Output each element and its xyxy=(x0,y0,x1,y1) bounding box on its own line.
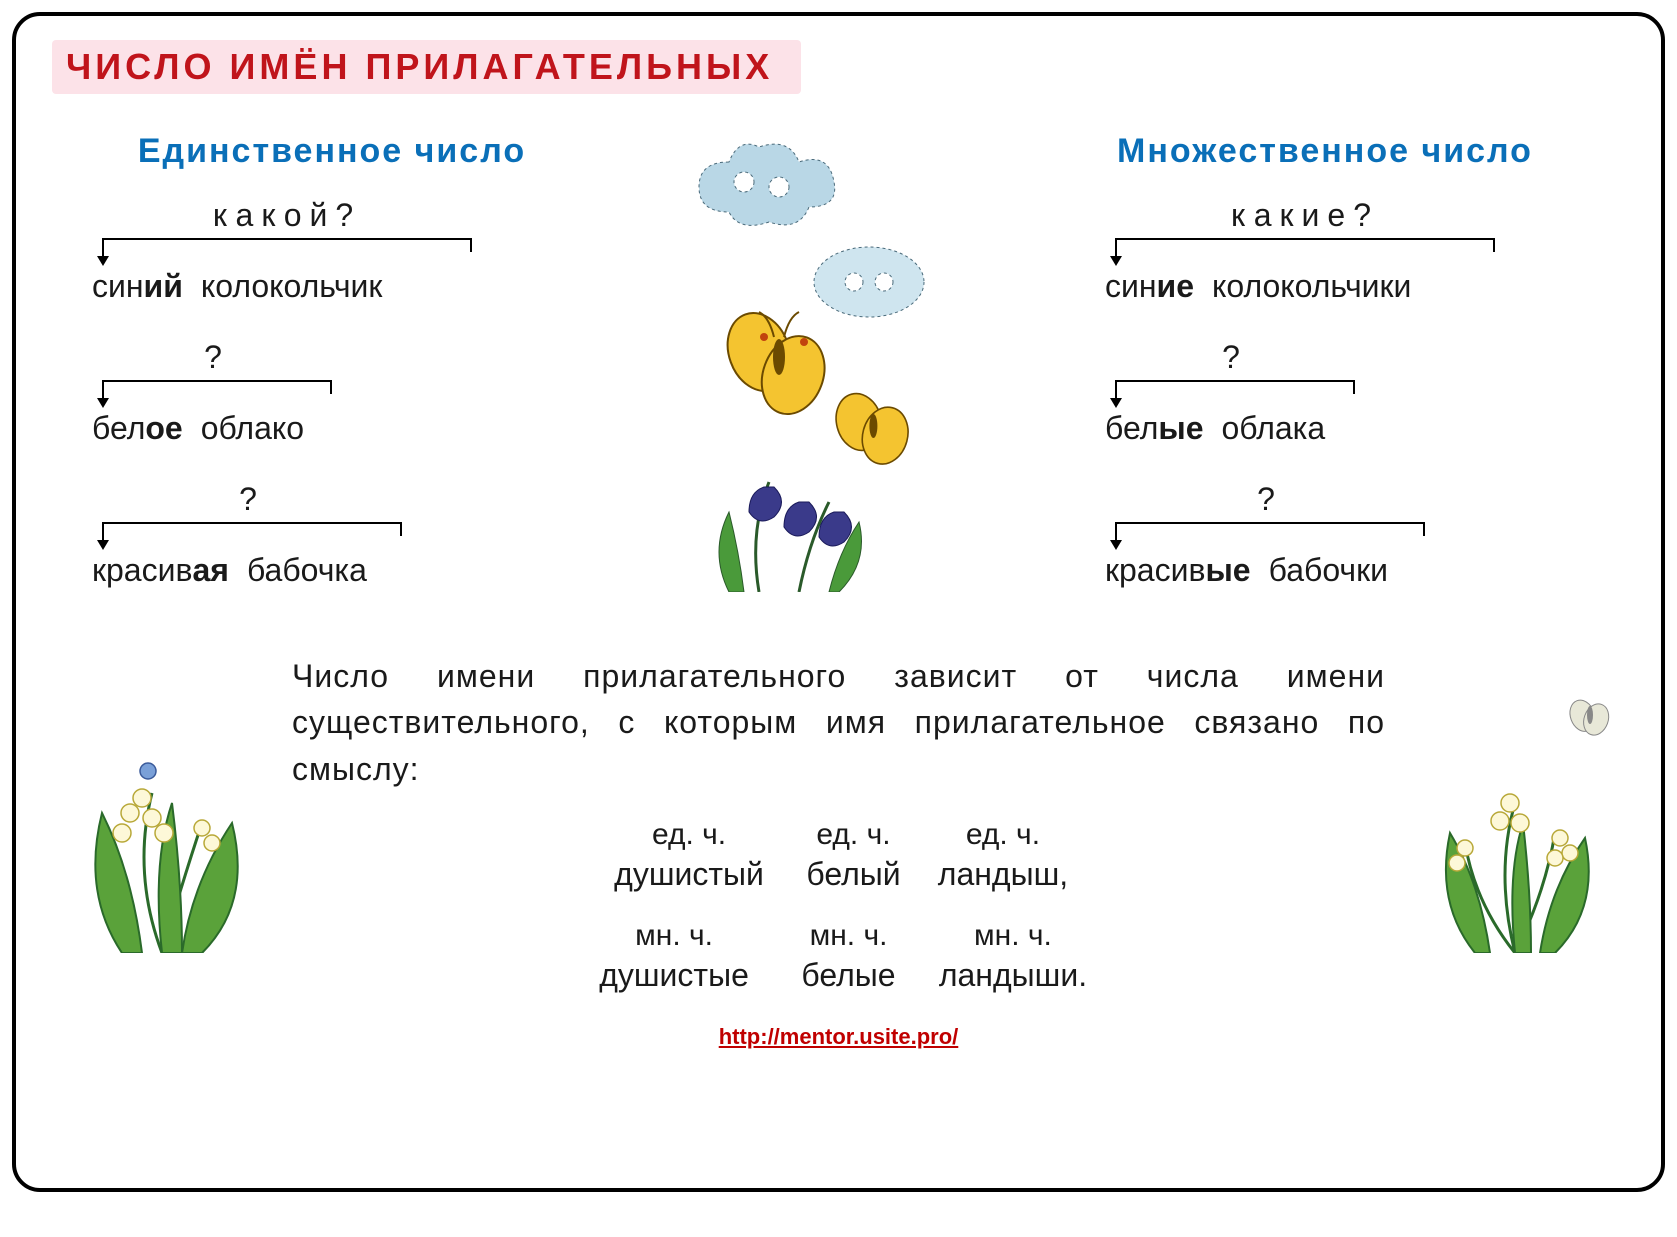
left-plant-illustration xyxy=(52,653,272,953)
page-title: ЧИСЛО ИМЁН ПРИЛАГАТЕЛЬНЫХ xyxy=(52,40,801,94)
singular-examples: какой? синийколокольчик ? белоеоблако ? xyxy=(92,197,612,589)
phrase: красиваябабочка xyxy=(92,552,612,589)
question-word: ? xyxy=(102,339,332,376)
bracket-icon xyxy=(1115,238,1495,264)
footer-link: http://mentor.usite.pro/ xyxy=(52,1024,1625,1050)
right-plant-illustration xyxy=(1405,653,1625,953)
question-word: ? xyxy=(1115,339,1355,376)
singular-column: Единственное число какой? синийколокольч… xyxy=(52,122,612,623)
bracket-icon xyxy=(102,522,402,548)
bracket-icon xyxy=(102,238,472,264)
page-frame: ЧИСЛО ИМЁН ПРИЛАГАТЕЛЬНЫХ Единственное ч… xyxy=(12,12,1665,1192)
lily-of-the-valley-icon xyxy=(52,653,272,953)
phrase: красивыебабочки xyxy=(1105,552,1625,589)
bracket-icon xyxy=(1115,380,1355,406)
center-illustration xyxy=(632,122,1005,592)
rule-text: Число имени прилагательного зависит от ч… xyxy=(292,653,1385,792)
question-word: ? xyxy=(102,481,402,518)
phrase: синийколокольчик xyxy=(92,268,612,305)
examples-columns: Единственное число какой? синийколокольч… xyxy=(52,122,1625,623)
plural-heading: Множественное число xyxy=(1025,132,1625,171)
source-link[interactable]: http://mentor.usite.pro/ xyxy=(719,1024,959,1049)
question-word: какой? xyxy=(102,197,472,234)
question-word: какие? xyxy=(1115,197,1495,234)
bracket-icon xyxy=(1115,522,1425,548)
lily-of-the-valley-with-butterfly-icon xyxy=(1405,653,1625,953)
example-labels: мн. ч. мн. ч. мн. ч. xyxy=(292,919,1385,953)
example-words: душистый белый ландыш, xyxy=(292,856,1385,893)
clouds-butterflies-bellflowers-icon xyxy=(669,122,969,592)
phrase: синиеколокольчики xyxy=(1105,268,1625,305)
plural-column: Множественное число какие? синиеколоколь… xyxy=(1025,122,1625,623)
phrase: белоеоблако xyxy=(92,410,612,447)
rule-section: Число имени прилагательного зависит от ч… xyxy=(52,653,1625,1020)
example-plural: мн. ч. мн. ч. мн. ч. душистые белые ланд… xyxy=(292,919,1385,994)
plural-examples: какие? синиеколокольчики ? белыеоблака ? xyxy=(1105,197,1625,589)
phrase: белыеоблака xyxy=(1105,410,1625,447)
question-word: ? xyxy=(1115,481,1425,518)
example-words: душистые белые ландыши. xyxy=(292,957,1385,994)
singular-heading: Единственное число xyxy=(52,132,612,171)
example-singular: ед. ч. ед. ч. ед. ч. душистый белый ланд… xyxy=(292,818,1385,893)
example-labels: ед. ч. ед. ч. ед. ч. xyxy=(292,818,1385,852)
rule-center: Число имени прилагательного зависит от ч… xyxy=(292,653,1385,1020)
bracket-icon xyxy=(102,380,332,406)
